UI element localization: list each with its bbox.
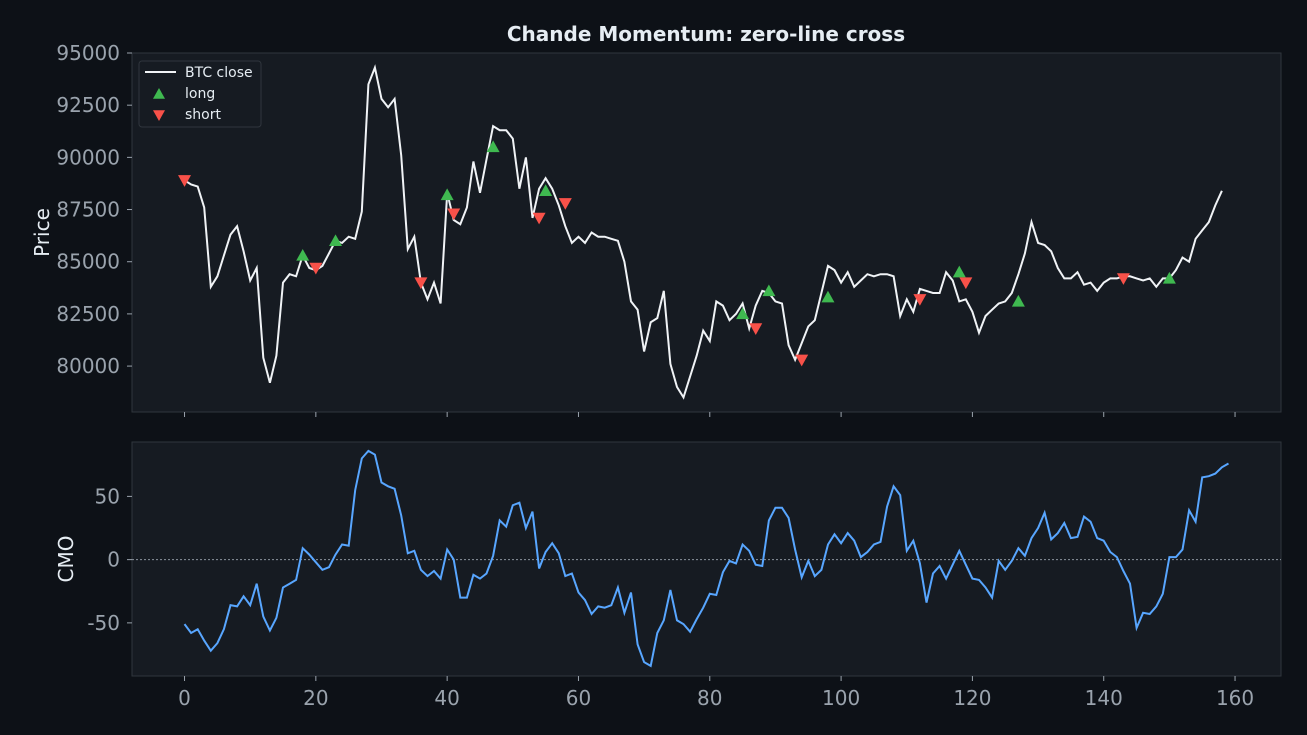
long-signal-marker [952,265,966,278]
price-y-tick-label: 90000 [56,145,120,169]
legend-label-long: long [185,86,215,102]
x-tick-label: 60 [566,686,591,710]
cmo-x-axis: 0 20 40 60 80 100 120 140 160 [178,676,1254,710]
price-y-tick-label: 82500 [56,302,120,326]
long-signal-marker [736,307,750,320]
price-y-tick-label: 95000 [56,41,120,65]
chart-title: Chande Momentum: zero-line cross [507,22,905,46]
short-signal-marker [447,208,461,221]
price-y-tick-label: 80000 [56,354,120,378]
long-signal-marker [486,140,500,153]
cmo-panel: -50 0 50 0 20 40 60 80 100 120 140 160 CMO [54,441,1282,710]
long-markers [296,140,1176,320]
x-tick-label: 140 [1085,686,1123,710]
legend-box [138,60,262,128]
x-tick-label: 100 [822,686,860,710]
price-y-tick-label: 92500 [56,93,120,117]
x-tick-label: 160 [1216,686,1254,710]
cmo-y-tick-label: -50 [87,611,120,635]
price-y-axis-label: Price [30,208,54,257]
cmo-y-tick-label: 50 [95,484,120,508]
price-panel: 80000 82500 85000 87500 90000 92500 95000 Pric… [30,41,1282,417]
short-signal-marker [795,354,809,367]
short-signal-marker [913,294,927,306]
price-legend: BTC close long short [138,60,262,128]
x-tick-label: 20 [303,686,328,710]
cmo-panel-frame [131,441,1282,677]
x-tick-label: 120 [953,686,991,710]
long-signal-marker [329,234,343,247]
price-x-axis-ticks [184,412,1236,417]
price-y-tick-label: 85000 [56,250,120,274]
short-signal-marker [959,277,973,290]
cmo-series-line [183,449,1229,668]
price-series-line [183,64,1223,400]
short-signal-marker [749,323,763,336]
short-signal-marker [178,175,192,187]
short-signal-marker [414,277,428,290]
short-signal-marker [558,198,572,210]
long-signal-marker [440,188,454,201]
price-y-tick-label: 87500 [56,198,120,222]
short-signal-marker [309,262,323,275]
x-tick-label: 0 [178,686,191,710]
short-markers [178,175,1130,367]
x-tick-label: 80 [697,686,722,710]
short-signal-marker [532,212,546,225]
cmo-y-axis: -50 0 50 [87,484,132,635]
long-signal-marker [1011,294,1025,307]
legend-short-swatch [153,110,165,121]
x-tick-label: 40 [434,686,459,710]
legend-label-btc-close: BTC close [185,65,253,81]
short-signal-marker [1116,273,1130,285]
cmo-y-tick-label: 0 [107,548,120,572]
long-signal-marker [762,284,776,297]
legend-label-short: short [185,107,221,123]
long-signal-marker [1162,271,1176,284]
price-panel-frame [131,52,1282,413]
cmo-y-axis-label: CMO [54,536,78,583]
long-signal-marker [539,184,553,196]
long-signal-marker [821,290,835,303]
price-y-axis: 80000 82500 85000 87500 90000 92500 95000 [56,41,132,378]
legend-long-swatch [153,88,165,99]
long-signal-marker [296,248,310,261]
